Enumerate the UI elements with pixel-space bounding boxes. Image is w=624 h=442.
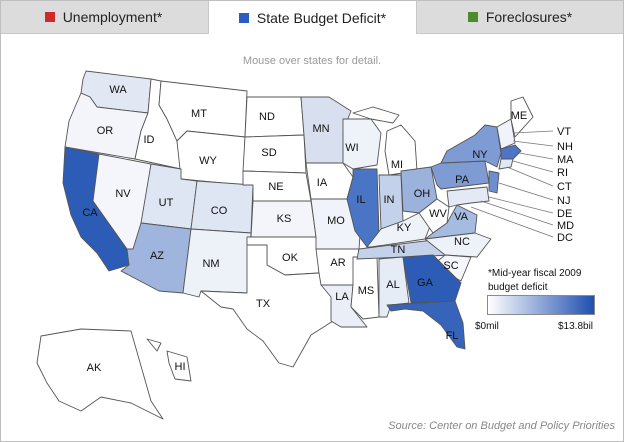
- label-wv: WV: [429, 208, 447, 220]
- label-nc: NC: [454, 236, 470, 248]
- label-ia: IA: [317, 177, 328, 189]
- legend-title: *Mid-year fiscal 2009 budget deficit: [488, 267, 581, 295]
- label-tx: TX: [256, 298, 271, 310]
- label-ne: NE: [268, 181, 283, 193]
- state-hi-big[interactable]: [166, 350, 192, 382]
- state-il[interactable]: [346, 168, 380, 248]
- label-va: VA: [454, 211, 469, 223]
- label-ut: UT: [159, 197, 174, 209]
- label-ms: MS: [358, 285, 375, 297]
- label-ar: AR: [330, 257, 345, 269]
- label-mn: MN: [312, 123, 329, 135]
- state-tx[interactable]: [200, 244, 334, 368]
- label-nd: ND: [259, 111, 275, 123]
- state-wi[interactable]: [342, 118, 382, 170]
- label-ca: CA: [82, 207, 98, 219]
- label-ky: KY: [397, 222, 412, 234]
- label-ga: GA: [417, 277, 434, 289]
- state-mi-up[interactable]: [352, 106, 400, 124]
- state-nj[interactable]: [488, 170, 500, 194]
- legend-title-line2: budget deficit: [488, 282, 548, 293]
- legend-title-line1: *Mid-year fiscal 2009: [488, 268, 582, 279]
- label-id: ID: [144, 134, 155, 146]
- state-ia[interactable]: [305, 162, 354, 200]
- label-mi: MI: [391, 159, 403, 171]
- label-mo: MO: [327, 215, 345, 227]
- source-note: Source: Center on Budget and Policy Prio…: [388, 420, 615, 432]
- tab-foreclosures[interactable]: Foreclosures*: [417, 1, 623, 33]
- label-oh: OH: [414, 188, 431, 200]
- label-nm: NM: [202, 258, 219, 270]
- state-hi[interactable]: [146, 338, 162, 352]
- state-ak[interactable]: [36, 328, 164, 420]
- label-in: IN: [384, 194, 395, 206]
- label-ks: KS: [277, 213, 292, 225]
- label-nv: NV: [115, 188, 131, 200]
- label-md: MD: [557, 220, 574, 232]
- label-ok: OK: [282, 252, 299, 264]
- state-ct-ri[interactable]: [498, 158, 514, 170]
- label-wy: WY: [199, 155, 217, 167]
- state-ma[interactable]: [500, 144, 522, 160]
- budget-swatch: [238, 12, 249, 23]
- label-nj: NJ: [557, 195, 570, 207]
- label-ny: NY: [472, 149, 488, 161]
- legend-max: $13.8bil: [558, 321, 594, 332]
- label-wa: WA: [109, 84, 127, 96]
- label-co: CO: [211, 205, 228, 217]
- state-de-md[interactable]: [446, 186, 490, 208]
- label-fl: FL: [446, 330, 459, 342]
- state-vt-nh[interactable]: [496, 118, 516, 150]
- hover-hint: Mouse over states for detail.: [242, 55, 382, 67]
- tab-label: Unemployment*: [62, 9, 163, 25]
- label-vt: VT: [557, 126, 571, 138]
- label-ak: AK: [87, 362, 102, 374]
- label-mt: MT: [191, 108, 207, 120]
- label-ct: CT: [557, 181, 572, 193]
- unemployment-swatch: [44, 12, 55, 22]
- state-me[interactable]: [510, 96, 534, 138]
- tab-label: State Budget Deficit*: [256, 9, 387, 26]
- tab-unemployment[interactable]: Unemployment*: [1, 1, 206, 33]
- tab-label: Foreclosures*: [485, 9, 573, 25]
- label-hi: HI: [175, 361, 186, 373]
- label-tn: TN: [391, 244, 406, 256]
- label-de: DE: [557, 208, 572, 220]
- state-fl[interactable]: [386, 300, 466, 350]
- label-ri: RI: [557, 167, 568, 179]
- label-nh: NH: [557, 141, 573, 153]
- label-pa: PA: [455, 174, 470, 186]
- label-az: AZ: [150, 250, 164, 262]
- label-ma: MA: [557, 154, 574, 166]
- label-wi: WI: [345, 142, 358, 154]
- label-or: OR: [97, 125, 114, 137]
- legend-gradient-bar: [487, 295, 595, 315]
- label-il: IL: [356, 194, 365, 206]
- state-nc[interactable]: [424, 232, 492, 258]
- state-ny[interactable]: [440, 124, 502, 168]
- foreclosures-swatch: [467, 12, 478, 22]
- callout-lines: [470, 130, 554, 238]
- label-me: ME: [511, 110, 528, 122]
- label-sd: SD: [261, 147, 276, 159]
- label-al: AL: [386, 279, 399, 291]
- legend-min: $0mil: [475, 321, 499, 332]
- tab-bar: Unemployment* State Budget Deficit* Fore…: [1, 1, 623, 34]
- tab-state-budget-deficit[interactable]: State Budget Deficit*: [208, 1, 417, 34]
- label-dc: DC: [557, 232, 573, 244]
- state-wv[interactable]: [418, 198, 450, 234]
- state-ga[interactable]: [402, 254, 462, 304]
- label-sc: SC: [443, 260, 458, 272]
- label-la: LA: [335, 291, 349, 303]
